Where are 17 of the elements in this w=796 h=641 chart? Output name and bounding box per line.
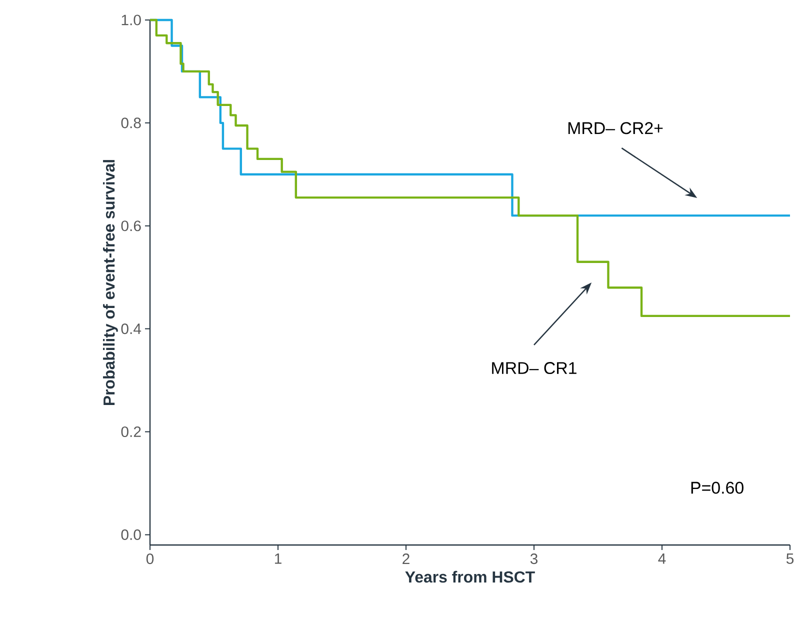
annotation: MRD– CR2+ <box>568 122 663 134</box>
y-tick-label: 0.4 <box>121 324 142 334</box>
x-tick-label: 3 <box>530 554 538 564</box>
annotation: MRD– CR1 <box>492 362 576 374</box>
y-tick-label: 0.0 <box>121 529 141 540</box>
x-tick-label: 1 <box>274 554 282 564</box>
y-axis-title: Probability of event-free survival <box>103 160 118 405</box>
x-axis-title: Years from HSCT <box>405 570 535 583</box>
x-tick-label: 2 <box>402 554 410 564</box>
annotation: P=0.60 <box>691 482 744 494</box>
x-tick-label: 0 <box>146 554 154 564</box>
x-tick-label: 4 <box>658 554 666 564</box>
y-tick-label: 0.6 <box>121 220 141 232</box>
y-tick-label: 0.8 <box>121 118 141 128</box>
x-tick-label: 5 <box>786 554 794 564</box>
y-tick-label: 1.0 <box>122 14 141 26</box>
y-tick-label: 0.2 <box>121 426 141 438</box>
